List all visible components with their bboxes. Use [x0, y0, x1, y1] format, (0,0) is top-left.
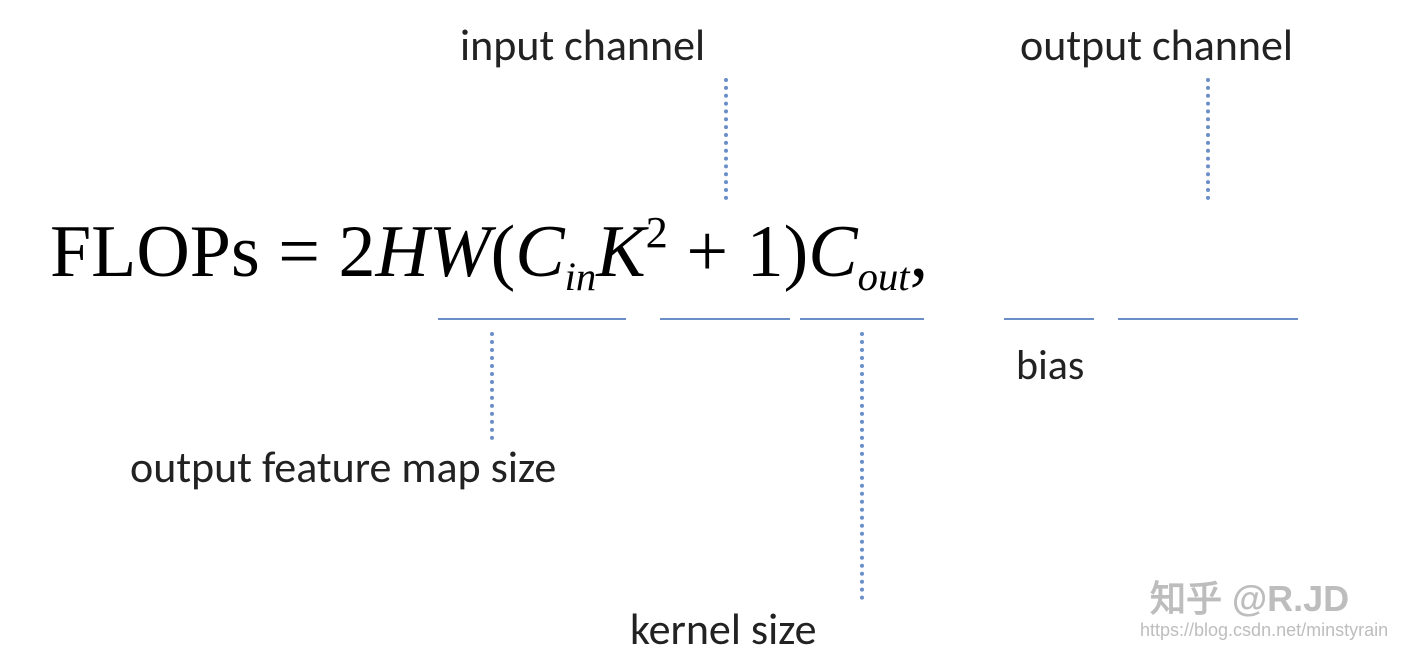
underline-Cout	[1118, 318, 1298, 320]
label-output-channel: output channel	[1020, 18, 1293, 72]
leader-input-channel	[724, 78, 728, 200]
eq-two: 2	[339, 211, 376, 293]
underline-K2	[800, 318, 924, 320]
eq-C-in: C	[515, 211, 564, 293]
eq-C-out: C	[808, 211, 857, 293]
watermark-zhihu: 知乎 @R.JD	[1150, 570, 1349, 622]
label-output-feature-map-size: output feature map size	[130, 440, 556, 494]
eq-sup-2: 2	[646, 207, 668, 257]
eq-equals: =	[260, 211, 339, 293]
eq-lparen: (	[491, 211, 516, 293]
flops-diagram: { "colors": { "underline": "#6a8ec8", "d…	[0, 0, 1420, 658]
leader-output-feature-map	[490, 332, 494, 440]
label-kernel-size: kernel size	[630, 602, 816, 656]
eq-sub-in: in	[565, 254, 597, 299]
eq-comma: ,	[910, 211, 929, 293]
leader-output-channel	[1206, 78, 1210, 200]
underline-one	[1004, 318, 1094, 320]
label-input-channel: input channel	[460, 18, 705, 72]
label-bias: bias	[1016, 340, 1084, 391]
underline-Cin	[660, 318, 790, 320]
eq-sub-out: out	[858, 254, 910, 299]
eq-rparen: )	[784, 211, 809, 293]
eq-W: W	[429, 211, 491, 293]
eq-K: K	[596, 211, 645, 293]
eq-one: 1	[747, 211, 784, 293]
eq-lhs: FLOPs	[50, 211, 260, 293]
leader-kernel-size	[860, 332, 864, 600]
watermark-csdn: https://blog.csdn.net/minstyrain	[1140, 620, 1388, 641]
underline-HW	[438, 318, 626, 320]
equation: FLOPs = 2HW(CinK2 + 1)Cout,	[50, 215, 928, 289]
eq-plus: +	[668, 211, 747, 293]
eq-H: H	[376, 211, 429, 293]
